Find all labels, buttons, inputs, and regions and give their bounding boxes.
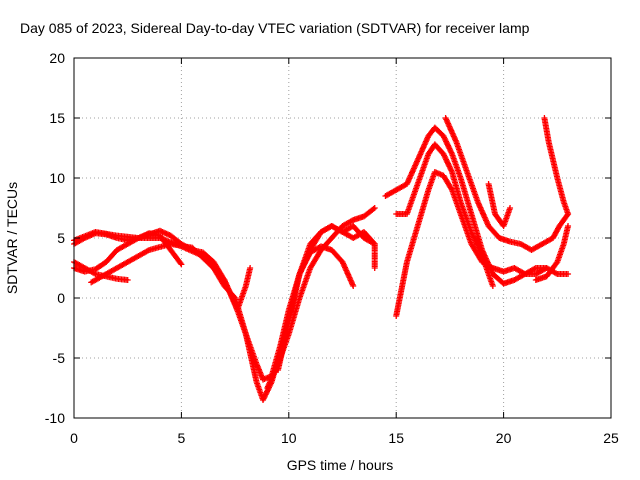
axis-ticks: 0 5 10 15 20 25 -10 -5 0 5 10 15 20 — [45, 50, 619, 446]
data-point — [177, 260, 184, 267]
data-point — [531, 265, 538, 272]
series-track-7 — [275, 223, 378, 373]
series-track-6 — [264, 205, 378, 391]
y-axis-label: SDTVAR / TECUs — [4, 182, 20, 294]
x-tick-label: 5 — [178, 430, 186, 446]
series-track-2 — [71, 259, 131, 283]
y-tick-label: 0 — [57, 290, 65, 306]
series-track-12 — [541, 115, 572, 217]
data-point — [247, 265, 254, 271]
data-point — [507, 205, 514, 211]
data-markers — [71, 115, 572, 403]
x-tick-label: 15 — [388, 430, 404, 446]
data-point — [565, 211, 572, 217]
grid-lines — [74, 58, 611, 418]
y-tick-label: 15 — [49, 110, 65, 126]
data-point — [565, 223, 572, 229]
series-track-10 — [393, 169, 572, 319]
chart-title: Day 085 of 2023, Sidereal Day-to-day VTE… — [20, 20, 530, 36]
data-point — [552, 270, 559, 277]
data-point — [371, 265, 378, 271]
x-axis-label: GPS time / hours — [287, 457, 394, 473]
y-tick-label: -5 — [53, 350, 66, 366]
data-point — [371, 205, 378, 211]
data-point — [144, 247, 151, 254]
x-tick-label: 20 — [496, 430, 512, 446]
data-point — [489, 283, 496, 289]
series-track-13 — [485, 181, 514, 229]
x-tick-label: 25 — [603, 430, 619, 446]
data-point — [124, 277, 131, 283]
data-point — [448, 185, 455, 192]
data-point — [488, 264, 495, 271]
data-point — [370, 205, 377, 212]
data-point — [350, 283, 357, 289]
y-tick-label: -10 — [45, 410, 65, 426]
data-point — [348, 217, 355, 224]
series-track-5 — [71, 229, 254, 313]
y-tick-label: 20 — [49, 50, 65, 66]
series-track-11 — [442, 115, 572, 253]
series-track-9 — [393, 141, 496, 289]
data-point — [565, 271, 572, 277]
series-track-14 — [532, 223, 572, 283]
y-tick-label: 5 — [57, 230, 65, 246]
y-tick-label: 10 — [49, 170, 65, 186]
data-point — [178, 261, 185, 268]
x-tick-label: 0 — [70, 430, 78, 446]
data-point — [520, 270, 527, 277]
x-tick-label: 10 — [281, 430, 297, 446]
